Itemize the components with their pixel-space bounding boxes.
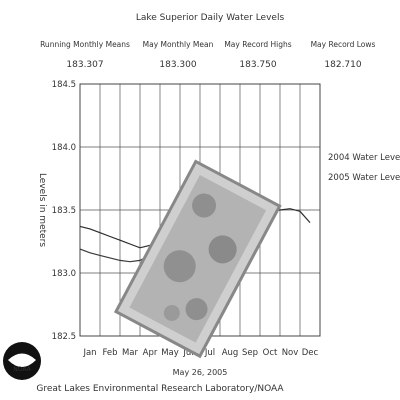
legend-entry: 2004 Water Level bbox=[328, 153, 400, 163]
y-tick-label: 183.5 bbox=[52, 206, 76, 216]
summary-value: 183.750 bbox=[239, 60, 276, 70]
noaa-logo: NOAA bbox=[3, 342, 41, 380]
summary-label: May Record Highs bbox=[224, 40, 291, 49]
summary-label: Running Monthly Means bbox=[40, 40, 130, 49]
legend-entry: 2005 Water Level bbox=[328, 173, 400, 183]
footer-date: May 26, 2005 bbox=[173, 368, 228, 377]
x-tick-label: Oct bbox=[263, 348, 278, 358]
x-tick-labels: Jan Feb Mar Apr May Jun Jul Aug Sep Oct Nov Dec bbox=[82, 348, 318, 358]
x-tick-label: Jan bbox=[82, 348, 96, 358]
overlay-flower-mark bbox=[163, 304, 180, 321]
overlay-flower-mark bbox=[185, 298, 208, 321]
summary-value: 183.300 bbox=[159, 60, 196, 70]
summary-label: May Monthly Mean bbox=[143, 40, 214, 49]
x-tick-label: Apr bbox=[143, 348, 158, 358]
x-tick-label: May bbox=[161, 348, 179, 358]
y-tick-label: 182.5 bbox=[52, 332, 76, 342]
y-tick-label: 184.0 bbox=[52, 143, 76, 153]
y-tick-labels: 182.5 183.0 183.5 184.0 184.5 bbox=[52, 80, 76, 342]
noaa-logo-text: NOAA bbox=[13, 366, 31, 373]
x-tick-label: Jul bbox=[204, 348, 215, 358]
summary-stats: Running Monthly Means 183.307 May Monthly … bbox=[40, 40, 375, 70]
summary-value: 183.307 bbox=[66, 60, 103, 70]
y-axis-label: Levels in meters bbox=[37, 173, 47, 247]
y-tick-label: 184.5 bbox=[52, 80, 76, 90]
x-tick-label: Mar bbox=[122, 348, 139, 358]
legend: 2004 Water Level 2005 Water Level bbox=[328, 153, 400, 183]
chart-title: Lake Superior Daily Water Levels bbox=[136, 13, 285, 23]
x-tick-label: Dec bbox=[302, 348, 319, 358]
overlay-image bbox=[113, 159, 282, 359]
x-tick-label: Nov bbox=[282, 348, 299, 358]
x-tick-label: Aug bbox=[222, 348, 239, 358]
overlay-flower-mark bbox=[163, 250, 196, 283]
summary-value: 182.710 bbox=[324, 60, 361, 70]
overlay-flower-mark bbox=[208, 235, 237, 264]
overlay-panel bbox=[129, 175, 267, 343]
summary-label: May Record Lows bbox=[311, 40, 376, 49]
x-tick-label: Jun bbox=[182, 348, 196, 358]
y-tick-label: 183.0 bbox=[52, 269, 76, 279]
x-tick-label: Sep bbox=[242, 348, 258, 358]
noaa-bird-icon bbox=[8, 353, 36, 367]
footer-credit: Great Lakes Environmental Research Labor… bbox=[36, 384, 284, 394]
overlay-flower-mark bbox=[192, 193, 217, 218]
x-tick-label: Feb bbox=[102, 348, 117, 358]
